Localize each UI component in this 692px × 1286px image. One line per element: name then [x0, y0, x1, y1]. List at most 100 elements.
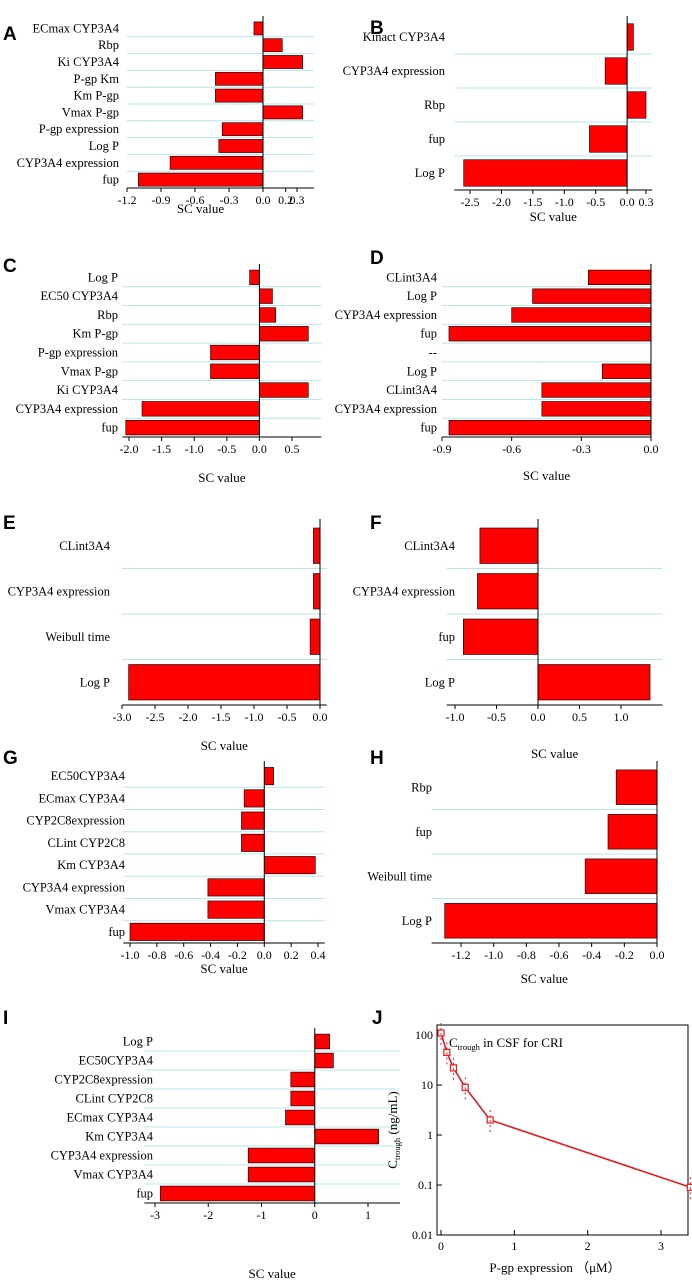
category-label: fup	[102, 173, 119, 187]
bar	[462, 618, 539, 655]
bar	[241, 811, 265, 830]
bar	[314, 1052, 334, 1069]
bar	[477, 573, 539, 610]
category-label: EC50CYP3A4	[51, 769, 126, 783]
x-tick-label: -0.8	[147, 948, 166, 962]
bar	[249, 269, 260, 286]
category-label: Rbp	[98, 38, 119, 52]
category-label: Vmax CYP3A4	[73, 1168, 153, 1182]
x-axis-title: SC value	[198, 470, 246, 485]
x-tick-label: -1.0	[121, 948, 140, 962]
y-axis-title: Ctrough (ng/mL)	[385, 1091, 402, 1168]
x-tick-label: -0.5	[487, 710, 506, 724]
x-tick-label: -0.2	[615, 948, 634, 962]
category-label: Log P	[89, 139, 119, 153]
x-tick-label: 0.4	[311, 948, 326, 962]
x-tick-label: 0.0	[252, 442, 267, 456]
category-label: CYP3A4 expression	[17, 156, 120, 170]
category-label: Km CYP3A4	[57, 858, 125, 872]
x-tick-label: -0.3	[220, 193, 239, 207]
x-tick-label: -0.9	[433, 442, 452, 456]
category-label: P-gp expression	[39, 122, 120, 136]
x-tick-label: -1.0	[185, 442, 204, 456]
category-label: CLint CYP2C8	[48, 836, 125, 850]
x-tick-label: -0.8	[517, 948, 536, 962]
x-tick-label: -1	[257, 1208, 267, 1222]
x-tick-label: -2.5	[146, 710, 165, 724]
x-tick-label: -0.9	[152, 193, 171, 207]
category-label: CLint3A4	[386, 270, 437, 284]
x-tick-label: 2	[585, 1239, 591, 1253]
bar	[259, 382, 309, 398]
x-tick-label: 0.0	[256, 193, 271, 207]
x-tick-label: -0.3	[572, 442, 591, 456]
category-label: Weibull time	[367, 869, 432, 883]
bar	[444, 903, 658, 939]
bar	[587, 269, 652, 286]
category-label: fup	[420, 327, 437, 341]
bar	[141, 401, 260, 417]
category-label: fup	[108, 925, 125, 939]
bar	[314, 1128, 379, 1145]
bar	[169, 155, 264, 170]
category-label: CYP3A4 expression	[335, 308, 438, 322]
category-label: Log P	[402, 914, 432, 928]
category-label: CYP3A4 expression	[343, 64, 446, 78]
category-label: fup	[420, 421, 437, 435]
x-tick-label: -0.2	[228, 948, 247, 962]
x-tick-label: 0.3	[639, 195, 654, 209]
x-tick-label: 1.0	[614, 710, 629, 724]
bar	[607, 814, 658, 850]
bar	[626, 91, 647, 119]
x-axis-title: SC value	[248, 1266, 296, 1281]
x-tick-label: -0.5	[278, 710, 297, 724]
x-tick-label: 0.0	[620, 195, 635, 209]
category-label: Log P	[80, 675, 110, 689]
category-label: Km P-gp	[73, 327, 119, 341]
x-axis-title: SC value	[531, 746, 579, 761]
bar	[243, 789, 265, 808]
x-tick-label: 3	[658, 1239, 664, 1253]
bar	[262, 105, 303, 120]
x-tick-label: 0.2	[278, 193, 293, 207]
panel-letter-c: C	[3, 256, 17, 277]
category-label: CYP3A4 expression	[23, 880, 126, 894]
bar	[218, 139, 264, 153]
category-label: CLint3A4	[404, 539, 455, 553]
category-label: fup	[415, 825, 432, 839]
x-tick-label: -2.0	[179, 710, 198, 724]
panel-letter-g: G	[3, 748, 18, 769]
category-label: CLint3A4	[386, 383, 437, 397]
bar	[262, 38, 283, 53]
panel-letter-h: H	[370, 748, 384, 769]
category-label: Log P	[407, 289, 437, 303]
x-tick-label: 0.0	[531, 710, 546, 724]
bar	[601, 363, 652, 379]
x-tick-label: 0	[312, 1208, 318, 1222]
category-label: CYP3A4 expression	[353, 584, 456, 598]
bar	[129, 922, 265, 941]
panel-e: E CLint3A4 CYP3A4 expression Weibull time Lo…	[3, 513, 328, 753]
x-tick-label: -1.0	[484, 948, 503, 962]
category-label: P-gp expression	[38, 346, 119, 360]
category-label: CYP3A4 expression	[8, 584, 111, 598]
category-label: ECmax CYP3A4	[33, 21, 120, 35]
bar	[615, 769, 658, 805]
category-label: Kinact CYP3A4	[363, 30, 446, 44]
bar	[313, 573, 321, 610]
bar	[285, 1109, 316, 1126]
category-label: ECmax CYP3A4	[39, 791, 126, 805]
category-label: Rbp	[424, 98, 445, 112]
bar	[463, 159, 628, 187]
x-tick-label: 0.0	[313, 710, 328, 724]
bar	[221, 122, 264, 137]
x-tick-label: -1.5	[523, 195, 542, 209]
series-line	[440, 1032, 691, 1189]
panel-letter-e: E	[3, 513, 16, 534]
x-tick-label: -0.6	[174, 948, 193, 962]
panel-i: I Log P EC50CYP3A4 CYP2C8expression CLint CY…	[3, 1008, 400, 1281]
x-tick-label: 1	[365, 1208, 371, 1222]
x-tick-label: -2.0	[492, 195, 511, 209]
bar	[263, 767, 274, 786]
bar	[290, 1071, 316, 1088]
